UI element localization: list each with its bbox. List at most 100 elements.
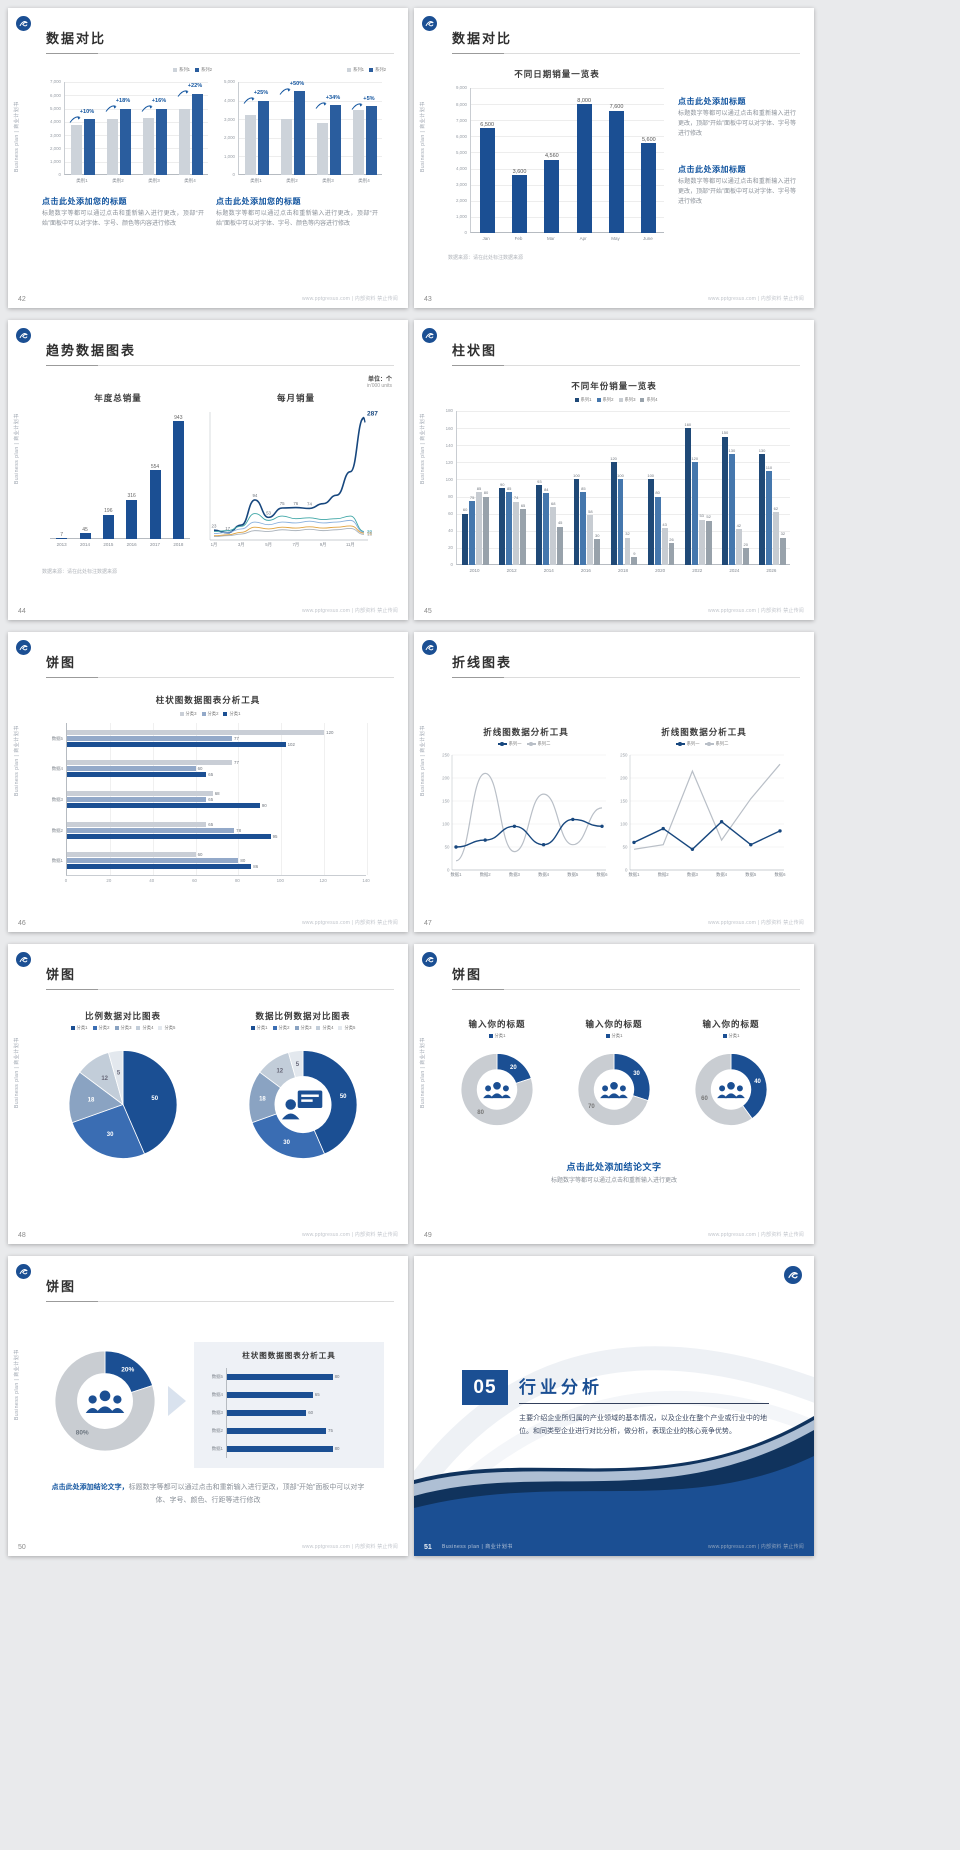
svg-text:76: 76	[293, 501, 298, 506]
svg-text:200: 200	[620, 776, 628, 781]
chart-title: 每月销量	[276, 393, 315, 403]
brand-logo-icon	[784, 1266, 802, 1284]
panel-title: 柱状图数据图表分析工具	[242, 1351, 336, 1360]
slide-48-thumbnail[interactable]: Business plan | 商业计划书 饼图 比例数据对比图表 分类1 分类2…	[8, 944, 408, 1244]
block-body: 标题数字等都可以通过点击和重新输入进行更改，顶部“开始”面板中可以对字体、字号、…	[42, 211, 204, 228]
analysis-panel: 柱状图数据图表分析工具 80 65 60 75 80 数据5 数据4 数据3 数据2 数据1	[194, 1342, 384, 1468]
conclusion-text: 点击此处添加结论文字，标题数字等都可以通过点击和重新输入进行更改，顶部“开始”面…	[50, 1482, 366, 1507]
footer-site-text: www.pptgresus.com | 内部资料 禁止传阅	[707, 608, 804, 614]
slide-title: 饼图	[46, 1279, 77, 1294]
footer-site-text: www.pptgresus.com | 内部资料 禁止传阅	[301, 1232, 398, 1238]
chart-title: 折线图数据分析工具	[661, 727, 747, 737]
block-heading: 点击此处添加标题	[678, 165, 746, 174]
svg-text:7月: 7月	[292, 542, 299, 548]
svg-text:74: 74	[307, 502, 312, 507]
title-underline	[46, 677, 394, 678]
block-body: 标题数字等都可以通过点击和重新输入进行更改，顶部“开始”面板中可以对字体、字号等…	[678, 111, 796, 138]
title-underline	[452, 365, 800, 366]
svg-text:3月: 3月	[238, 542, 245, 548]
brand-logo-icon	[16, 16, 31, 31]
slide-47-thumbnail[interactable]: Business plan | 商业计划书 折线图表 折线图数据分析工具 系列一…	[414, 632, 814, 932]
conclusion-rest: 标题数字等都可以通过点击和重新输入进行更改，顶部“开始”面板中可以对字体、字号、…	[128, 1484, 365, 1504]
ratio-donut-chart: 分类1 分类2 分类3 分类4 分类5 50 30 18 12 5	[238, 1024, 368, 1176]
svg-text:53: 53	[266, 511, 271, 516]
donut-chart-2: 分类1 30 70	[567, 1032, 661, 1138]
svg-text:0: 0	[625, 868, 628, 873]
sidebar-vertical-label: Business plan | 商业计划书	[420, 725, 426, 796]
svg-text:50: 50	[623, 845, 628, 850]
footer-site-text: www.pptgresus.com | 内部资料 禁止传阅	[707, 920, 804, 926]
unit-text-en: in'000 units	[366, 383, 392, 389]
slide-50-thumbnail[interactable]: Business plan | 商业计划书 饼图 20% 80% 柱状图数据图表分…	[8, 1256, 408, 1556]
title-underline	[46, 365, 394, 366]
footer-site-text: www.pptgresus.com | 内部资料 禁止传阅	[707, 1544, 804, 1550]
svg-text:18: 18	[367, 530, 372, 535]
line-chart-left: 系列一 系列二 250 200 150 100 50 0 数据1 数据2 数据3 数据4 数据5 数据6	[442, 741, 609, 878]
wave-background	[414, 1346, 814, 1556]
footer-site-text: www.pptgresus.com | 内部资料 禁止传阅	[301, 1544, 398, 1550]
annual-sales-bar-chart: 7 45 196 316 554 943 2013 2014 2015 2016 2017 2018	[42, 404, 194, 550]
svg-text:50: 50	[151, 1096, 158, 1102]
svg-text:17: 17	[225, 526, 230, 531]
brand-logo-icon	[422, 952, 437, 967]
page-number: 49	[424, 1232, 432, 1239]
title-underline	[452, 677, 800, 678]
svg-text:16: 16	[367, 531, 372, 536]
sidebar-vertical-label: Business plan | 商业计划书	[14, 725, 20, 796]
ratio-pie-chart: 分类1 分类2 分类3 分类4 分类5 50 30 18 12 5	[58, 1024, 188, 1176]
line-chart-right: 系列一 系列二 250 200 150 100 50 0 数据1 数据2 数据3 数据4 数据5 数据6	[620, 741, 787, 878]
svg-text:数据2: 数据2	[480, 871, 492, 878]
svg-text:12: 12	[276, 1069, 283, 1075]
sidebar-vertical-label: Business plan | 商业计划书	[420, 413, 426, 484]
sales-by-date-bar-chart: 6,500 3,600 4,560 8,000 7,600 5,600 9,000 8,000…	[444, 82, 668, 244]
sidebar-vertical-label: Business plan | 商业计划书	[14, 413, 20, 484]
svg-text:数据1: 数据1	[629, 871, 641, 878]
horizontal-grouped-bar-chart: 分类3 分类2 分类1 120 77 102 77 60 65 68 65 90 65 78 95 60 80 8…	[51, 711, 370, 883]
svg-text:1月: 1月	[211, 542, 218, 548]
percentage-donut-chart: 20% 80%	[46, 1342, 164, 1460]
footer-site-text: www.pptgresus.com | 内部资料 禁止传阅	[301, 296, 398, 302]
unit-label: 单位：个 in'000 units	[367, 374, 392, 389]
svg-text:数据6: 数据6	[597, 871, 609, 878]
svg-text:60: 60	[701, 1096, 708, 1102]
slide-46-thumbnail[interactable]: Business plan | 商业计划书 饼图 柱状图数据图表分析工具 分类3…	[8, 632, 408, 932]
page-number: 44	[18, 608, 26, 615]
slide-49-thumbnail[interactable]: Business plan | 商业计划书 饼图 输入你的标题 分类1 20 80 …	[414, 944, 814, 1244]
sidebar-vertical-label: Business plan | 商业计划书	[420, 1037, 426, 1108]
svg-text:287: 287	[367, 411, 378, 418]
section-number: 05	[462, 1370, 508, 1405]
svg-text:数据6: 数据6	[775, 871, 787, 878]
slide-51-thumbnail[interactable]: 05 行业分析 主要介绍企业所归属的产业领域的基本情况，以及企业在整个产业或行业…	[414, 1256, 814, 1556]
svg-text:94: 94	[252, 493, 257, 498]
section-underline	[519, 1403, 769, 1404]
slide-43-thumbnail[interactable]: Business plan | 商业计划书 数据对比 不同日期销量一览表 6,5…	[414, 8, 814, 308]
slide-42-thumbnail[interactable]: Business plan | 商业计划书 数据对比 系列1 系列2 +10% +18…	[8, 8, 408, 308]
svg-text:18: 18	[259, 1096, 266, 1102]
title-underline	[46, 53, 394, 54]
sidebar-vertical-label: Business plan | 商业计划书	[14, 101, 20, 172]
footer-site-text: www.pptgresus.com | 内部资料 禁止传阅	[707, 296, 804, 302]
brand-logo-icon	[16, 952, 31, 967]
svg-text:数据4: 数据4	[538, 871, 550, 878]
brand-logo-icon	[422, 640, 437, 655]
svg-text:数据4: 数据4	[716, 871, 728, 878]
title-underline	[452, 53, 800, 54]
block-heading: 点击此处添加标题	[678, 97, 746, 106]
slide-title: 柱状图	[452, 343, 498, 358]
svg-text:20: 20	[367, 529, 372, 534]
svg-text:数据5: 数据5	[567, 871, 579, 878]
conclusion-heading: 点击此处添加结论文字	[566, 1162, 662, 1172]
grouped-bar-chart-right: 系列1 系列2 +25% +50% +34% +5% 5,000 4,000 3,000 2,00…	[224, 67, 386, 183]
slide-45-thumbnail[interactable]: Business plan | 商业计划书 柱状图 不同年份销量一览表 系列1 系…	[414, 320, 814, 620]
arrow-shape	[168, 1386, 186, 1416]
slide-44-thumbnail[interactable]: Business plan | 商业计划书 趋势数据图表 单位：个 in'000…	[8, 320, 408, 620]
svg-text:30: 30	[107, 1132, 114, 1138]
donut-chart-1: 分类1 20 80	[450, 1032, 544, 1138]
svg-text:0: 0	[447, 868, 450, 873]
svg-text:23: 23	[212, 523, 217, 528]
page-number: 46	[18, 920, 26, 927]
svg-text:50: 50	[445, 845, 450, 850]
chart-title: 年度总销量	[94, 393, 142, 403]
svg-text:11月: 11月	[346, 542, 355, 548]
